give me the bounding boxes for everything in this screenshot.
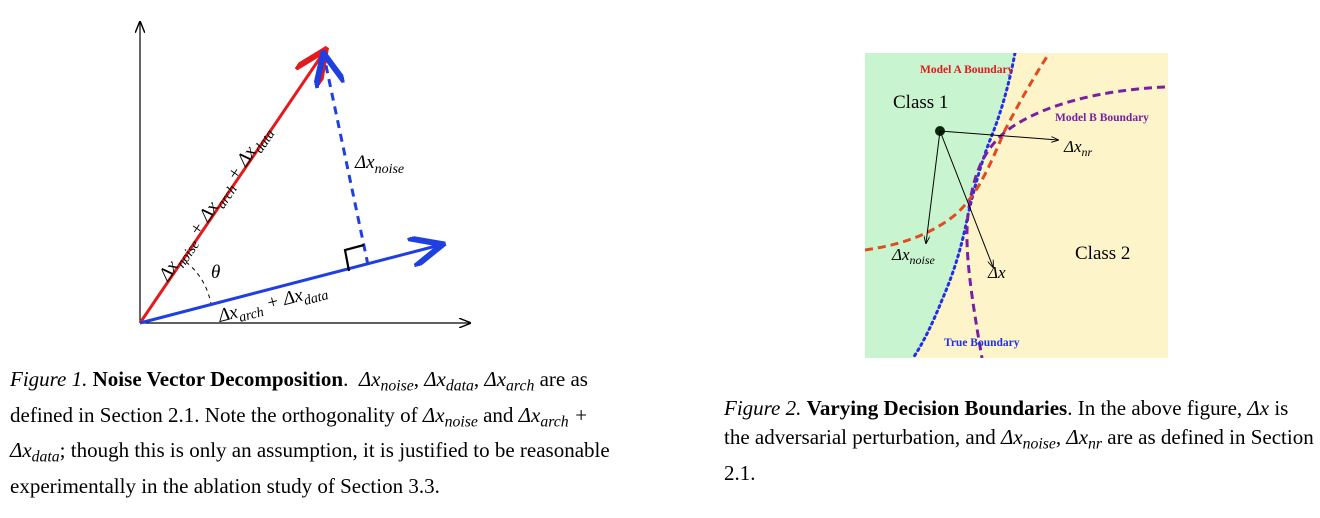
class-2-label: Class 2: [1075, 243, 1130, 264]
dx-arrow: [939, 130, 993, 267]
figure-2-caption: Figure 2. Varying Decision Boundaries. I…: [724, 396, 1314, 485]
caption-title: Noise Vector Decomposition: [92, 367, 344, 391]
label-theta: θ: [211, 262, 220, 283]
arch-data-vector-arrow: [139, 245, 440, 325]
caption-and: and: [483, 402, 514, 427]
term-arch-data: Δxarch + Δxdata: [10, 402, 589, 467]
term-data: Δxdata: [424, 367, 474, 395]
caption-label: Figure 1.: [10, 367, 88, 391]
true-boundary-label: True Boundary: [944, 337, 1020, 349]
total-vector-arrow: [138, 52, 324, 324]
class-1-label: Class 1: [893, 92, 948, 113]
figure-2: Class 1 Class 2 Model A Boundary Model B…: [660, 0, 1320, 518]
class-1-region: [865, 53, 1015, 358]
model-b-label: Model B Boundary: [1055, 112, 1149, 124]
noise-vector-diagram: Δxnoise + Δxarch + Δxdata Δxnoise θ Δxar…: [0, 0, 640, 360]
caption-label: Figure 2.: [724, 396, 802, 420]
term-dx: Δx: [1247, 396, 1270, 420]
caption-body-3: are as defined in Section 2.1.: [724, 425, 1314, 485]
term-noise-2: Δxnoise: [422, 402, 478, 431]
figure-1: Δxnoise + Δxarch + Δxdata Δxnoise θ Δxar…: [0, 0, 640, 518]
figure-1-caption: Figure 1. Noise Vector Decomposition. Δx…: [10, 367, 610, 499]
dx-label: Δx: [987, 263, 1006, 282]
model-b-boundary-line: [965, 85, 1166, 358]
theta-arc: [185, 261, 212, 305]
model-a-label: Model A Boundary: [920, 64, 1014, 76]
caption-body-1: In the above figure,: [1077, 396, 1243, 420]
right-angle-mark: [343, 243, 365, 272]
dx-noise-label: Δxnoise: [891, 245, 936, 267]
model-a-boundary-line: [865, 54, 1050, 252]
caption-body-2: is the adversarial perturbation, and: [724, 396, 1289, 449]
dx-noise-arrow: [926, 130, 941, 243]
label-arch-data: Δxarch + Δxdata: [215, 278, 330, 331]
dx-nr-label: Δxnr: [1063, 137, 1093, 159]
term-arch: Δxarch: [484, 367, 535, 395]
caption-title: Varying Decision Boundaries: [806, 396, 1068, 420]
label-noise: Δxnoise: [354, 152, 404, 177]
term-noise: Δxnoise: [358, 367, 414, 395]
decision-boundaries-diagram: Class 1 Class 2 Model A Boundary Model B…: [865, 53, 1168, 358]
dx-nr-arrow: [939, 130, 1058, 140]
caption-body-1: are as defined in Section 2.1. Note the …: [10, 367, 588, 427]
noise-vector-arrow: [324, 56, 370, 266]
caption-body-2: ; though this is only an assumption, it …: [10, 438, 610, 499]
term-nr: Δxnr: [1066, 425, 1103, 453]
term-noise: Δxnoise: [1000, 425, 1056, 453]
